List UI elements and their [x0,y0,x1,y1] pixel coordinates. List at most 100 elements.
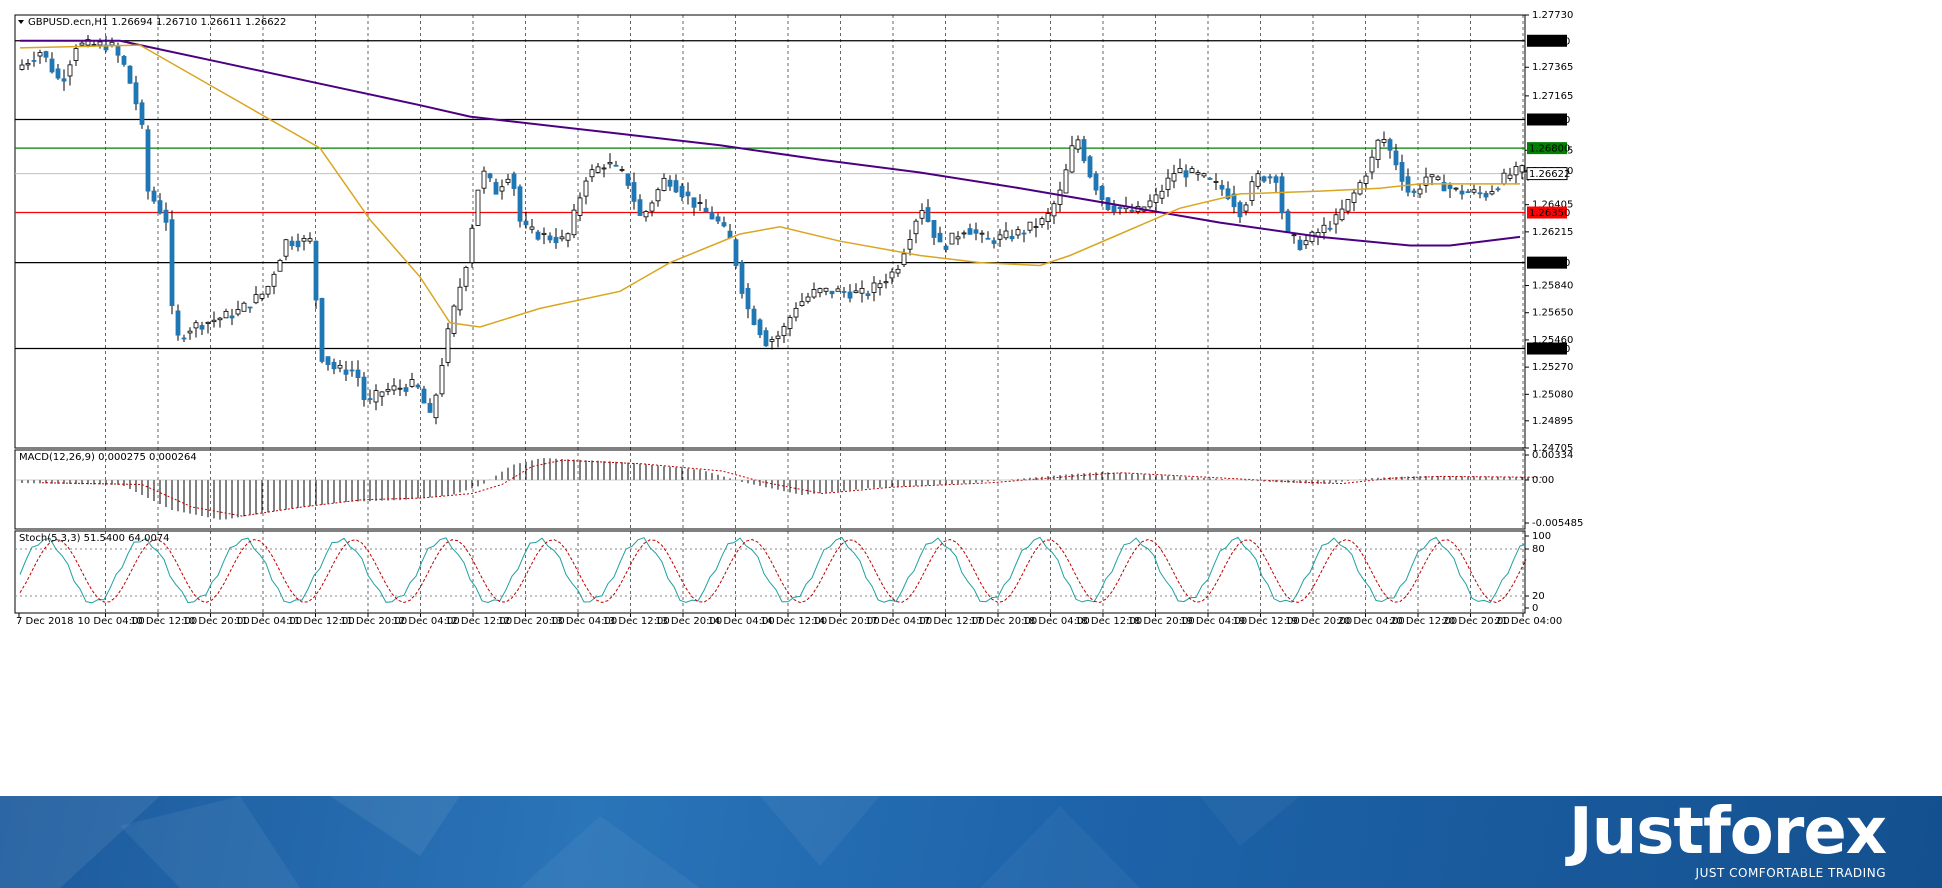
candle [595,166,601,173]
slow-moving-average-line [20,39,1521,247]
candle [745,287,751,310]
candle [679,185,685,198]
time-axis-label: 19 Dec 20:00 [1285,616,1352,627]
candle [919,210,925,219]
candle [49,58,55,73]
candle [1441,182,1447,192]
candle [1339,208,1345,221]
time-axis-label: 11 Dec 20:00 [340,616,407,627]
candle [949,232,955,245]
level-price-badges: 1.27550 1.27000 1.26800 1.26350 1.26000 1.254… [1526,34,1570,355]
candle [1273,176,1279,183]
candle [259,293,265,299]
time-axis-label: 13 Dec 12:00 [603,616,670,627]
time-axis-label: 17 Dec 12:00 [918,616,985,627]
candle [223,310,229,319]
time-axis-label: 19 Dec 04:00 [1180,616,1247,627]
candle [871,282,877,293]
candle [1111,205,1117,213]
candle [883,281,889,284]
candle [1471,189,1477,193]
candle [181,337,187,340]
time-axis-label: 11 Dec 12:00 [288,616,355,627]
macd-scale-label: -0.005485 [1532,518,1583,529]
candle [403,387,409,392]
candle [637,199,643,216]
candle [1213,180,1219,183]
candle [1129,209,1135,212]
candle [85,39,91,46]
candle [643,211,649,218]
symbol-dropdown-icon[interactable] [18,20,24,24]
candle [1207,178,1213,180]
time-axis-label: 11 Dec 04:00 [235,616,302,627]
candle [1507,174,1513,179]
brand-tagline: JUST COMFORTABLE TRADING [1695,866,1886,880]
candle [175,310,181,336]
level-badge-label: 1.27000 [1529,115,1570,126]
candle [1429,174,1435,178]
time-axis-label: 12 Dec 20:00 [498,616,565,627]
candle [703,207,709,213]
candle [337,364,343,369]
candle [739,262,745,294]
candle [61,78,67,82]
candle [409,379,415,387]
stoch-scale-label: 80 [1532,544,1545,555]
candle [103,44,109,51]
candle [151,190,157,202]
candle [1375,139,1381,160]
price-scale-label: 1.24705 [1532,443,1573,454]
candle [277,259,283,272]
candle [697,202,703,204]
candle [157,200,163,214]
time-axis-label: 10 Dec 20:00 [183,616,250,627]
candle [463,266,469,287]
candle [1231,193,1237,208]
candle [1033,226,1039,228]
candle [709,212,715,220]
candle [1333,214,1339,225]
candle [217,317,223,321]
time-axis-label: 20 Dec 04:00 [1338,616,1405,627]
stoch-panel[interactable] [14,530,1526,614]
level-badge [1527,113,1567,126]
stoch-header: Stoch(5,3,3) 51.5400 64.0074 [19,533,170,544]
candle [613,164,619,167]
candle [1465,191,1471,194]
candle [1255,173,1261,187]
macd-panel[interactable] [14,449,1526,530]
candle [1327,227,1333,230]
candle [781,326,787,337]
price-scale-label: 1.24895 [1532,416,1573,427]
candle [379,391,385,397]
candle [439,365,445,395]
candle [1357,182,1363,195]
time-axis-label: 7 Dec 2018 [16,616,74,627]
candle [805,296,811,302]
time-axis-label: 10 Dec 12:00 [130,616,197,627]
candle [529,226,535,230]
candle [457,286,463,311]
candle [301,238,307,242]
main-chart-panel[interactable] [14,14,1526,449]
candle [79,42,85,46]
candle [721,222,727,227]
candle [607,161,613,165]
level-badge-label: 1.27550 [1529,36,1570,47]
candle [1519,165,1525,173]
candle [913,220,919,235]
candle [43,51,49,58]
candle [127,65,133,84]
candle [1423,176,1429,186]
time-axis-label: 10 Dec 04:00 [78,616,145,627]
level-badge [1527,142,1567,155]
candle [979,232,985,235]
stoch-scale-label: 0 [1532,603,1538,614]
candle [931,220,937,238]
candle [1387,139,1393,151]
candle [1393,150,1399,166]
candle [163,209,169,223]
candle [985,237,991,240]
